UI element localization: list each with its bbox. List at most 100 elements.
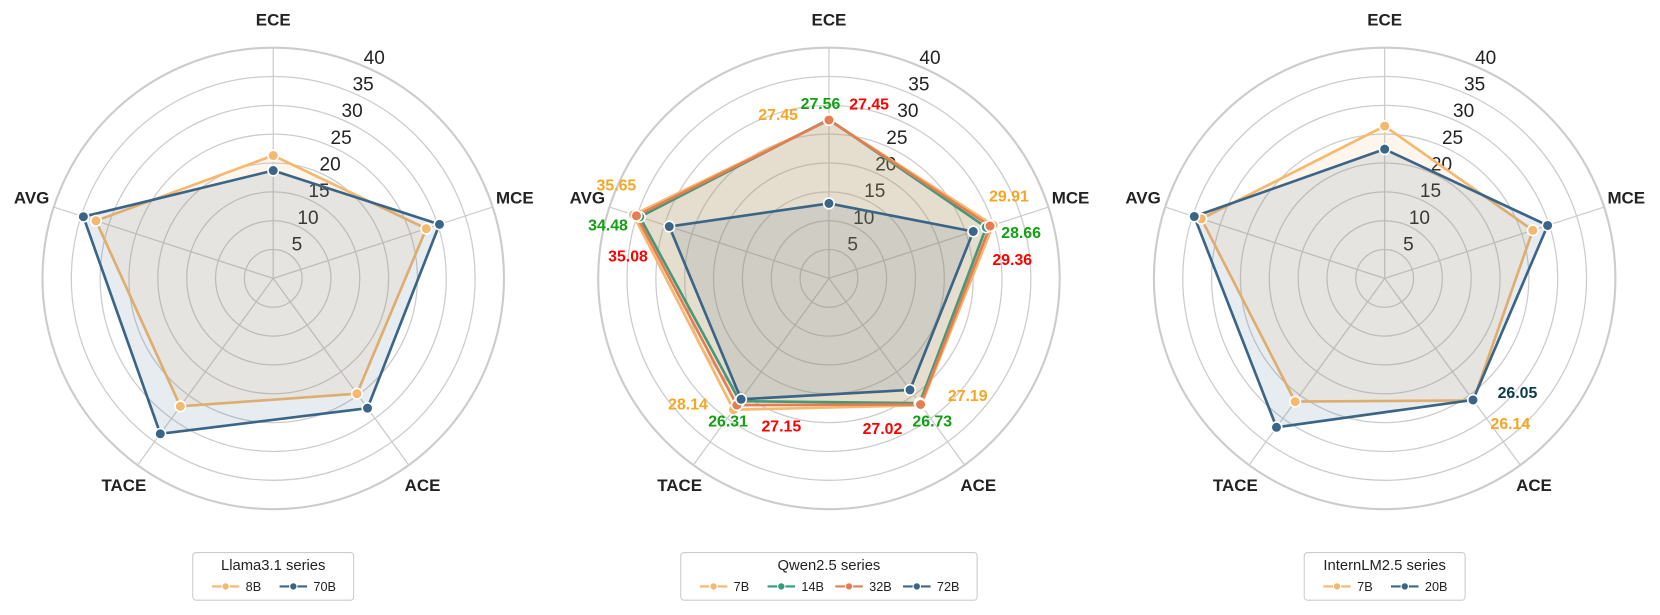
spoke <box>273 206 493 279</box>
point <box>983 219 997 233</box>
r-tick-label: 10 <box>297 208 318 229</box>
point <box>1526 224 1539 237</box>
legend-label: 8B <box>246 580 262 594</box>
axis-label: ACE <box>1516 476 1552 495</box>
r-tick-label: 20 <box>319 154 340 175</box>
spoke <box>828 206 1049 279</box>
point <box>903 383 917 397</box>
r-tick-label: 35 <box>908 75 929 96</box>
r-tick-label: 25 <box>886 128 907 149</box>
point <box>1289 395 1302 408</box>
value-label: 28.66 <box>1001 225 1041 242</box>
r-tick-label: 35 <box>1464 75 1485 96</box>
legend-marker <box>221 582 230 591</box>
r-tick-label: 30 <box>342 101 363 122</box>
point <box>267 149 280 162</box>
point <box>420 222 433 235</box>
legend-box <box>192 552 355 601</box>
value-label: 27.45 <box>758 107 798 124</box>
point <box>174 400 187 413</box>
point <box>361 402 374 415</box>
axis-label: ECE <box>812 11 847 30</box>
point <box>1466 393 1480 407</box>
point <box>267 164 280 177</box>
legend-marker <box>1332 582 1342 591</box>
value-label: 28.14 <box>668 397 708 414</box>
spoke <box>828 278 966 466</box>
value-label: 35.08 <box>608 248 648 265</box>
point <box>1270 421 1283 434</box>
axis-label: MCE <box>1607 188 1645 207</box>
axis-label: AVG <box>1125 188 1160 207</box>
r-tick-label: 10 <box>853 208 874 229</box>
point <box>433 218 446 231</box>
legend-label: 32B <box>869 580 892 594</box>
axis-label: TACE <box>657 476 702 495</box>
axis-label: ECE <box>1367 11 1402 30</box>
r-tick-label: 10 <box>1409 208 1430 229</box>
axis-label: ACE <box>960 476 996 495</box>
point <box>967 225 980 238</box>
value-label: 35.65 <box>597 177 637 194</box>
point <box>1541 219 1554 232</box>
legend-title: Qwen2.5 series <box>778 558 881 574</box>
r-tick-label: 30 <box>897 101 918 122</box>
r-tick-label: 30 <box>1453 101 1474 122</box>
value-label: 26.73 <box>912 413 952 430</box>
r-tick-label: 40 <box>1475 48 1496 69</box>
legend-box <box>680 552 978 601</box>
series-area <box>82 169 441 436</box>
spoke <box>692 278 830 466</box>
legend-marker <box>777 582 786 591</box>
series-area <box>94 154 428 408</box>
value-label: 29.36 <box>992 252 1032 269</box>
r-tick-label: 25 <box>331 128 352 149</box>
value-label: 26.14 <box>1491 416 1531 433</box>
axis-label: AVG <box>14 188 49 207</box>
axis-label: ACE <box>405 476 441 495</box>
value-label: 27.15 <box>761 419 801 436</box>
value-label: 34.48 <box>588 218 628 235</box>
legend-marker <box>844 582 854 591</box>
series-area <box>667 202 975 401</box>
legend-marker <box>912 582 922 591</box>
axis-label: MCE <box>496 188 534 207</box>
point <box>735 393 748 406</box>
r-tick-label: 15 <box>1420 181 1441 202</box>
legend-label: 7B <box>734 580 750 594</box>
legend-label: 7B <box>1357 580 1373 594</box>
series-area <box>638 118 988 405</box>
legend-label: 72B <box>937 580 960 594</box>
legend-title: InternLM2.5 series <box>1323 558 1446 574</box>
value-label: 26.31 <box>708 414 748 431</box>
legend-label: 20B <box>1425 580 1448 594</box>
legend-label: 70B <box>313 580 336 594</box>
legend-marker <box>709 582 718 591</box>
r-tick-label: 15 <box>864 181 885 202</box>
legend-title: Llama3.1 series <box>221 558 325 574</box>
point <box>1378 120 1391 133</box>
spoke <box>272 278 410 466</box>
spoke <box>1384 278 1521 466</box>
value-label: 27.19 <box>948 388 988 405</box>
r-tick-label: 25 <box>1442 128 1463 149</box>
value-label: 27.02 <box>863 421 903 438</box>
point <box>822 197 836 210</box>
point <box>663 220 676 233</box>
legend-box <box>1303 552 1466 601</box>
point <box>1188 210 1201 223</box>
value-label: 27.45 <box>849 96 889 113</box>
r-tick-label: 5 <box>292 234 303 255</box>
value-label: 27.56 <box>801 96 841 113</box>
r-tick-label: 40 <box>364 48 385 69</box>
legend-marker <box>1400 582 1410 591</box>
axis-label: TACE <box>101 476 146 495</box>
axis-label: TACE <box>1213 476 1258 495</box>
value-label: 29.91 <box>989 189 1029 206</box>
point <box>822 113 836 127</box>
point <box>630 209 643 222</box>
r-tick-label: 35 <box>353 75 374 96</box>
point <box>1378 143 1391 156</box>
series-area <box>1192 147 1549 429</box>
